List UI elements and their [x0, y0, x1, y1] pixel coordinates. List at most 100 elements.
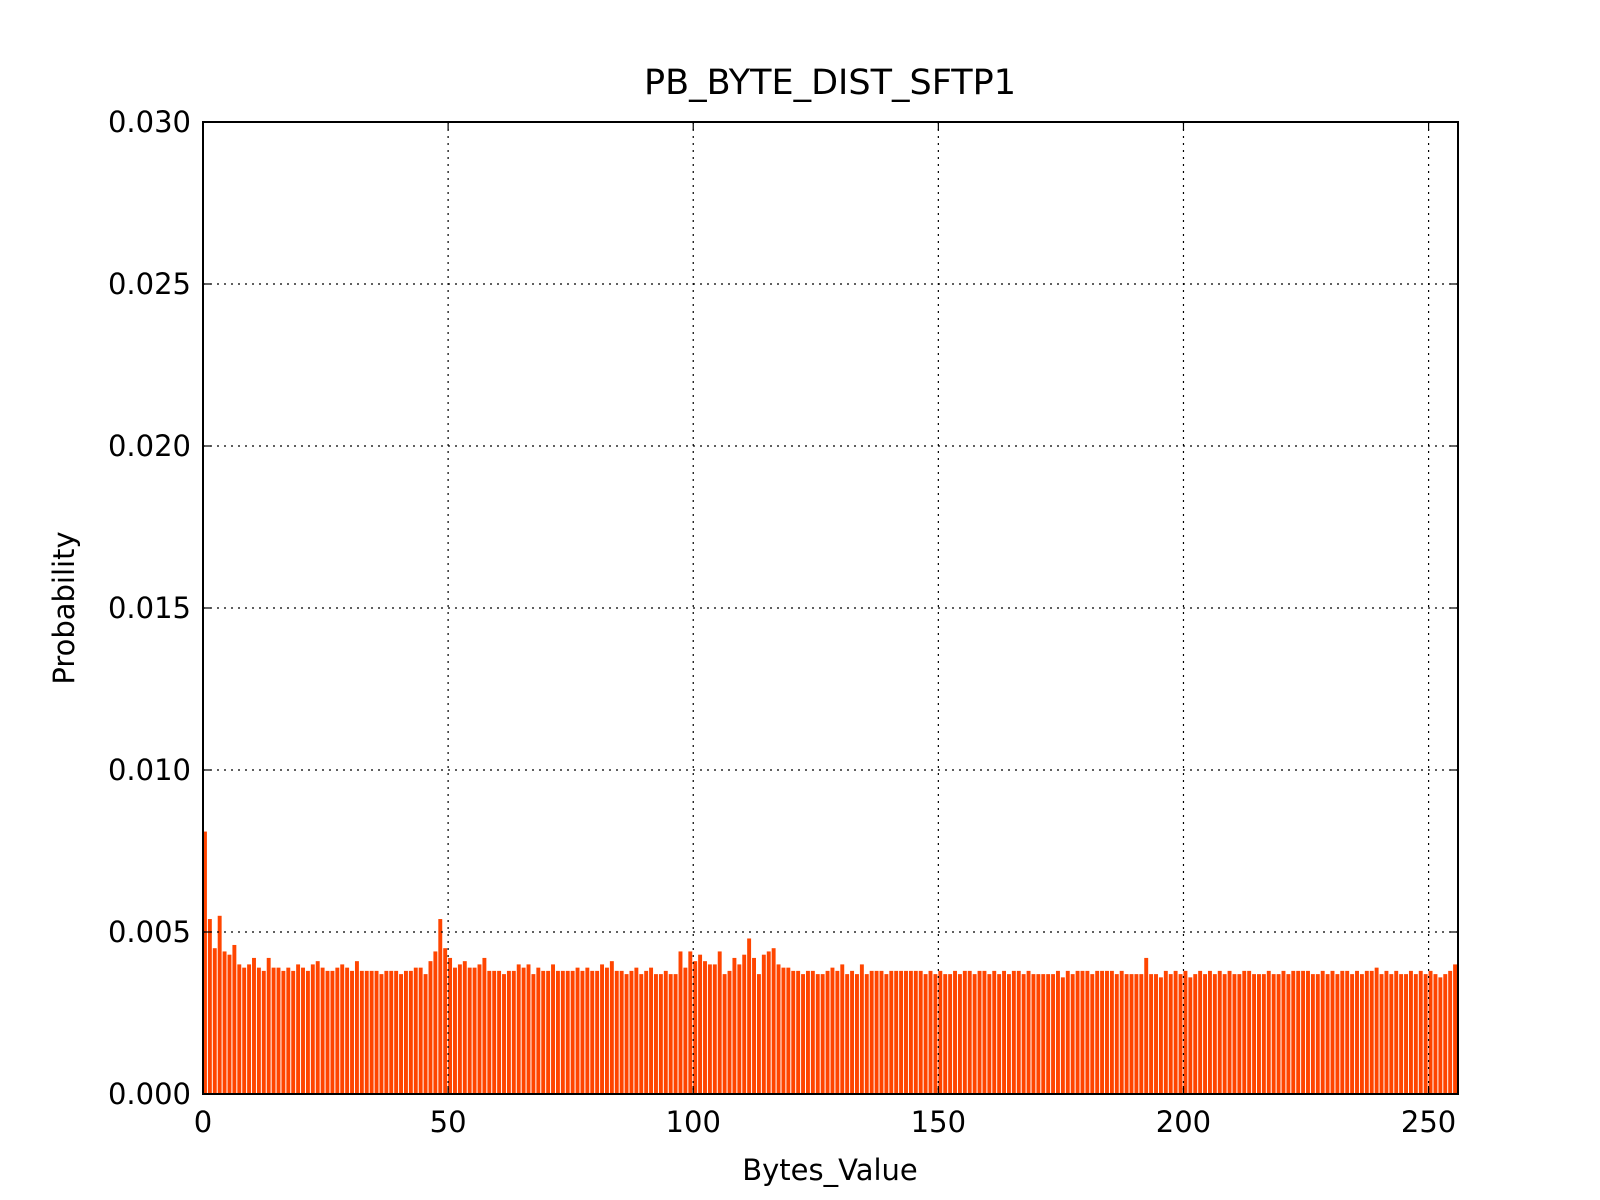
bar [325, 970, 330, 1094]
bar [560, 970, 565, 1094]
bar [1090, 974, 1095, 1094]
bar [281, 970, 286, 1094]
bar [850, 970, 855, 1094]
bar [928, 970, 933, 1094]
bar [1408, 970, 1413, 1094]
bar [389, 970, 394, 1094]
bar [506, 970, 511, 1094]
bar [776, 964, 781, 1094]
bar [933, 974, 938, 1094]
bar [1291, 970, 1296, 1094]
bar [212, 948, 217, 1094]
bar [296, 964, 301, 1094]
bar [1404, 974, 1408, 1094]
bar [1056, 970, 1060, 1094]
bar [771, 948, 776, 1094]
x-tick-label: 0 [194, 1105, 212, 1139]
bar [1070, 974, 1075, 1094]
bar [673, 974, 678, 1094]
bar [242, 967, 247, 1094]
bar [546, 970, 551, 1094]
bar [1261, 974, 1266, 1094]
bar [575, 967, 580, 1094]
bar [1237, 974, 1242, 1094]
bar [457, 964, 462, 1094]
bar [879, 970, 884, 1094]
bar [732, 957, 737, 1094]
bar [541, 970, 546, 1094]
bar [908, 970, 913, 1094]
bar [1413, 974, 1418, 1094]
bar [761, 954, 766, 1094]
bar [286, 967, 291, 1094]
bar [531, 974, 536, 1094]
bar [203, 831, 207, 1094]
bar [399, 974, 404, 1094]
bar [350, 970, 354, 1094]
bar [305, 970, 310, 1094]
bar [477, 964, 482, 1094]
bar [1394, 970, 1399, 1094]
bar [1158, 977, 1163, 1094]
bar [737, 964, 742, 1094]
bar [810, 970, 815, 1094]
bar [453, 967, 457, 1094]
bar [855, 974, 859, 1094]
bar [604, 967, 609, 1094]
bar [756, 974, 761, 1094]
bar [340, 964, 345, 1094]
bar [1350, 974, 1355, 1094]
bar [1232, 974, 1237, 1094]
bar [678, 951, 683, 1094]
bar [997, 974, 1002, 1094]
bar [1119, 970, 1124, 1094]
y-axis-label: Probability [47, 531, 81, 684]
bar [1423, 974, 1428, 1094]
bar [913, 970, 918, 1094]
bar [1315, 974, 1320, 1094]
bar [712, 964, 717, 1094]
bar [516, 964, 521, 1094]
bar [1149, 974, 1154, 1094]
bar [1217, 970, 1222, 1094]
bar [614, 970, 619, 1094]
bar [1257, 974, 1261, 1094]
bar [967, 970, 972, 1094]
y-tick-label: 0.025 [108, 267, 191, 301]
bar [1438, 977, 1443, 1094]
bar [1355, 970, 1359, 1094]
bar [1310, 974, 1315, 1094]
bar [1021, 974, 1026, 1094]
bar [570, 970, 575, 1094]
bar [438, 919, 443, 1094]
bar [1080, 970, 1085, 1094]
bar [703, 961, 707, 1094]
bar [918, 970, 923, 1094]
bar [805, 970, 810, 1094]
x-tick-label: 200 [1156, 1105, 1211, 1139]
x-tick-label: 250 [1401, 1105, 1456, 1139]
bar [698, 954, 703, 1094]
y-tick-label: 0.000 [108, 1077, 191, 1111]
bar [747, 938, 752, 1094]
bar [742, 954, 747, 1094]
bar [222, 951, 227, 1094]
bar [521, 967, 526, 1094]
y-tick-label: 0.005 [108, 915, 191, 949]
bar [320, 967, 325, 1094]
plot-area [203, 831, 1458, 1094]
bar [717, 951, 722, 1094]
bar [1453, 964, 1458, 1094]
bar [310, 964, 315, 1094]
bar [1163, 970, 1168, 1094]
bar [693, 961, 698, 1094]
bar [639, 974, 644, 1094]
bar [379, 974, 384, 1094]
bar [1036, 974, 1041, 1094]
bar [948, 974, 953, 1094]
bar [408, 970, 413, 1094]
bar [271, 967, 276, 1094]
bar [1026, 970, 1031, 1094]
bar [526, 964, 531, 1094]
